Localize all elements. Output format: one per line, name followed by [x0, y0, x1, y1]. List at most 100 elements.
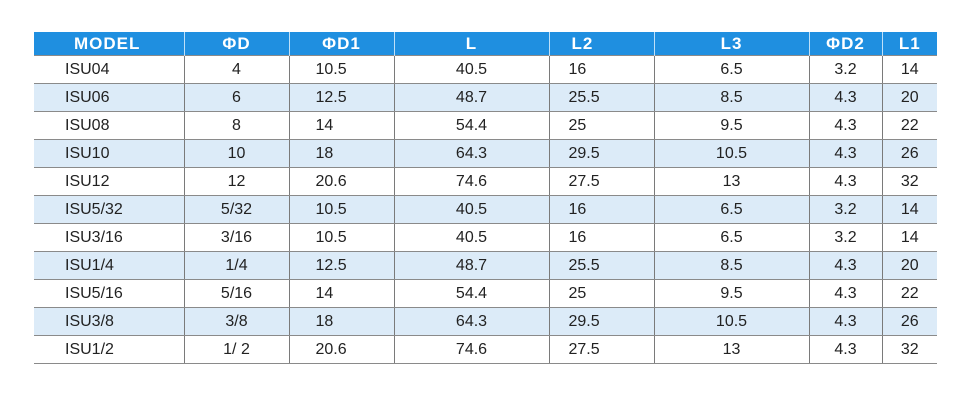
l-cell: 54.4 [394, 111, 550, 140]
l-cell: 64.3 [394, 307, 550, 336]
l-cell: 40.5 [394, 223, 550, 252]
table-row: ISU06 6 12.5 48.7 25.5 8.5 4.3 20 [34, 83, 937, 112]
l1-cell: 26 [882, 307, 937, 336]
header-l: L [394, 32, 550, 56]
d1-cell: 10.5 [289, 195, 395, 224]
d2-cell: 3.2 [809, 195, 883, 224]
table-row: ISU08 8 14 54.4 25 9.5 4.3 22 [34, 111, 937, 140]
d2-cell: 4.3 [809, 251, 883, 280]
table-body: ISU04 4 10.5 40.5 16 6.5 3.2 14 ISU06 6 12.5 48.7 25… [34, 55, 937, 364]
table-row: ISU04 4 10.5 40.5 16 6.5 3.2 14 [34, 55, 937, 84]
l2-cell: 25 [549, 279, 655, 308]
header-l1: L1 [882, 32, 937, 56]
l1-cell: 14 [882, 195, 937, 224]
l-cell: 48.7 [394, 83, 550, 112]
d2-cell: 4.3 [809, 167, 883, 196]
header-d: ΦD [184, 32, 290, 56]
model-cell: ISU04 [34, 55, 185, 84]
l1-cell: 20 [882, 251, 937, 280]
l3-cell: 8.5 [654, 83, 810, 112]
d1-cell: 18 [289, 307, 395, 336]
d-cell: 12 [184, 167, 290, 196]
l2-cell: 25.5 [549, 251, 655, 280]
d1-cell: 14 [289, 279, 395, 308]
model-cell: ISU1/4 [34, 251, 185, 280]
d2-cell: 4.3 [809, 335, 883, 364]
l1-cell: 32 [882, 335, 937, 364]
table-row: ISU1/2 1/ 2 20.6 74.6 27.5 13 4.3 32 [34, 335, 937, 364]
table-row: ISU1/4 1/4 12.5 48.7 25.5 8.5 4.3 20 [34, 251, 937, 280]
d-cell: 8 [184, 111, 290, 140]
l3-cell: 13 [654, 335, 810, 364]
header-d2: ΦD2 [809, 32, 883, 56]
header-l2: L2 [549, 32, 655, 56]
table-row: ISU3/16 3/16 10.5 40.5 16 6.5 3.2 14 [34, 223, 937, 252]
l2-cell: 27.5 [549, 167, 655, 196]
d2-cell: 4.3 [809, 139, 883, 168]
l3-cell: 13 [654, 167, 810, 196]
d-cell: 10 [184, 139, 290, 168]
d1-cell: 12.5 [289, 83, 395, 112]
l-cell: 40.5 [394, 55, 550, 84]
d-cell: 6 [184, 83, 290, 112]
l1-cell: 20 [882, 83, 937, 112]
header-l3: L3 [654, 32, 810, 56]
l1-cell: 14 [882, 55, 937, 84]
l3-cell: 9.5 [654, 279, 810, 308]
model-cell: ISU06 [34, 83, 185, 112]
model-cell: ISU1/2 [34, 335, 185, 364]
l2-cell: 25.5 [549, 83, 655, 112]
model-cell: ISU5/16 [34, 279, 185, 308]
l2-cell: 29.5 [549, 139, 655, 168]
l-cell: 48.7 [394, 251, 550, 280]
d1-cell: 20.6 [289, 335, 395, 364]
table-row: ISU12 12 20.6 74.6 27.5 13 4.3 32 [34, 167, 937, 196]
model-cell: ISU5/32 [34, 195, 185, 224]
spec-table: MODEL ΦD ΦD1 L L2 L3 ΦD2 L1 ISU04 4 10.5 40… [34, 32, 937, 364]
l2-cell: 29.5 [549, 307, 655, 336]
model-cell: ISU12 [34, 167, 185, 196]
d2-cell: 4.3 [809, 83, 883, 112]
model-cell: ISU08 [34, 111, 185, 140]
header-model: MODEL [34, 32, 185, 56]
l-cell: 64.3 [394, 139, 550, 168]
l3-cell: 6.5 [654, 55, 810, 84]
l2-cell: 16 [549, 195, 655, 224]
l-cell: 74.6 [394, 167, 550, 196]
model-cell: ISU10 [34, 139, 185, 168]
d-cell: 3/16 [184, 223, 290, 252]
l-cell: 74.6 [394, 335, 550, 364]
d-cell: 3/8 [184, 307, 290, 336]
table-row: ISU3/8 3/8 18 64.3 29.5 10.5 4.3 26 [34, 307, 937, 336]
l3-cell: 9.5 [654, 111, 810, 140]
table-row: ISU10 10 18 64.3 29.5 10.5 4.3 26 [34, 139, 937, 168]
l-cell: 40.5 [394, 195, 550, 224]
l3-cell: 6.5 [654, 195, 810, 224]
l2-cell: 16 [549, 223, 655, 252]
l1-cell: 14 [882, 223, 937, 252]
d1-cell: 10.5 [289, 223, 395, 252]
table-row: ISU5/16 5/16 14 54.4 25 9.5 4.3 22 [34, 279, 937, 308]
l3-cell: 6.5 [654, 223, 810, 252]
l1-cell: 22 [882, 279, 937, 308]
l2-cell: 16 [549, 55, 655, 84]
l1-cell: 32 [882, 167, 937, 196]
l1-cell: 26 [882, 139, 937, 168]
table-row: ISU5/32 5/32 10.5 40.5 16 6.5 3.2 14 [34, 195, 937, 224]
l2-cell: 27.5 [549, 335, 655, 364]
d-cell: 4 [184, 55, 290, 84]
l-cell: 54.4 [394, 279, 550, 308]
l1-cell: 22 [882, 111, 937, 140]
d1-cell: 12.5 [289, 251, 395, 280]
d-cell: 1/4 [184, 251, 290, 280]
model-cell: ISU3/8 [34, 307, 185, 336]
header-row: MODEL ΦD ΦD1 L L2 L3 ΦD2 L1 [34, 32, 937, 56]
l3-cell: 10.5 [654, 139, 810, 168]
d2-cell: 4.3 [809, 307, 883, 336]
d2-cell: 3.2 [809, 55, 883, 84]
d-cell: 5/32 [184, 195, 290, 224]
l2-cell: 25 [549, 111, 655, 140]
l3-cell: 8.5 [654, 251, 810, 280]
d1-cell: 18 [289, 139, 395, 168]
l3-cell: 10.5 [654, 307, 810, 336]
